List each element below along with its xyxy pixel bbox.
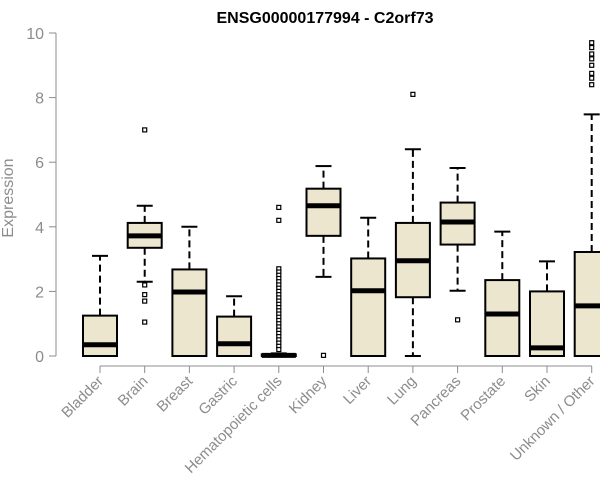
outlier-point [589, 44, 595, 51]
box-body [82, 314, 118, 357]
box-brain [126, 127, 163, 325]
box-skin [529, 260, 565, 357]
outlier-point [276, 217, 282, 223]
outlier-point [276, 346, 282, 353]
box-breast [171, 225, 208, 358]
box-prostate [484, 230, 521, 357]
y-tick-label: 6 [35, 155, 44, 172]
box-kidney [305, 165, 342, 358]
box-bladder [82, 254, 118, 357]
box-body [171, 268, 208, 358]
box-liver [350, 216, 387, 358]
box-unknown-other [573, 40, 600, 357]
y-tick-label: 10 [26, 26, 44, 43]
x-tick-label: Kidney [286, 372, 331, 417]
outlier-point [410, 91, 416, 97]
x-tick-label: Prostate [458, 373, 510, 425]
y-tick-label: 2 [35, 284, 44, 301]
outlier-point [589, 62, 595, 68]
outlier-point [142, 282, 148, 288]
outlier-point [589, 56, 595, 62]
x-tick-label: Skin [521, 373, 554, 406]
outlier-point [276, 204, 282, 211]
outlier-point [589, 40, 595, 46]
x-tick-label: Bladder [58, 373, 107, 422]
outlier-point [589, 70, 595, 76]
y-tick-label: 8 [35, 91, 44, 108]
x-tick-label: Breast [154, 372, 197, 415]
box-body [529, 290, 565, 357]
box-body [484, 279, 521, 357]
outlier-point [320, 352, 327, 358]
x-tick-label: Brain [115, 373, 152, 410]
box-lung [394, 91, 431, 357]
outlier-point [142, 319, 148, 325]
outlier-point [589, 51, 595, 57]
y-tick-label: 4 [35, 220, 44, 237]
boxes-group [82, 40, 600, 358]
outlier-point [142, 298, 148, 304]
x-tick-label: Lung [384, 373, 420, 409]
outlier-point [589, 82, 595, 88]
outlier-point [455, 317, 461, 323]
box-gastric [216, 295, 253, 357]
x-tick-label: Unknown / Other [507, 373, 599, 465]
box-body [350, 257, 387, 358]
box-body [305, 187, 342, 237]
box-body [216, 315, 253, 357]
outlier-point [142, 127, 148, 133]
y-axis-label: Expression [0, 158, 17, 237]
box-hematopoietic-cells [260, 204, 297, 358]
outlier-point [589, 75, 595, 81]
box-pancreas [439, 167, 476, 323]
y-tick-label: 0 [35, 349, 44, 366]
x-tick-label: Liver [340, 373, 375, 408]
outlier-point [142, 292, 148, 298]
chart-title: ENSG00000177994 - C2orf73 [216, 10, 433, 27]
